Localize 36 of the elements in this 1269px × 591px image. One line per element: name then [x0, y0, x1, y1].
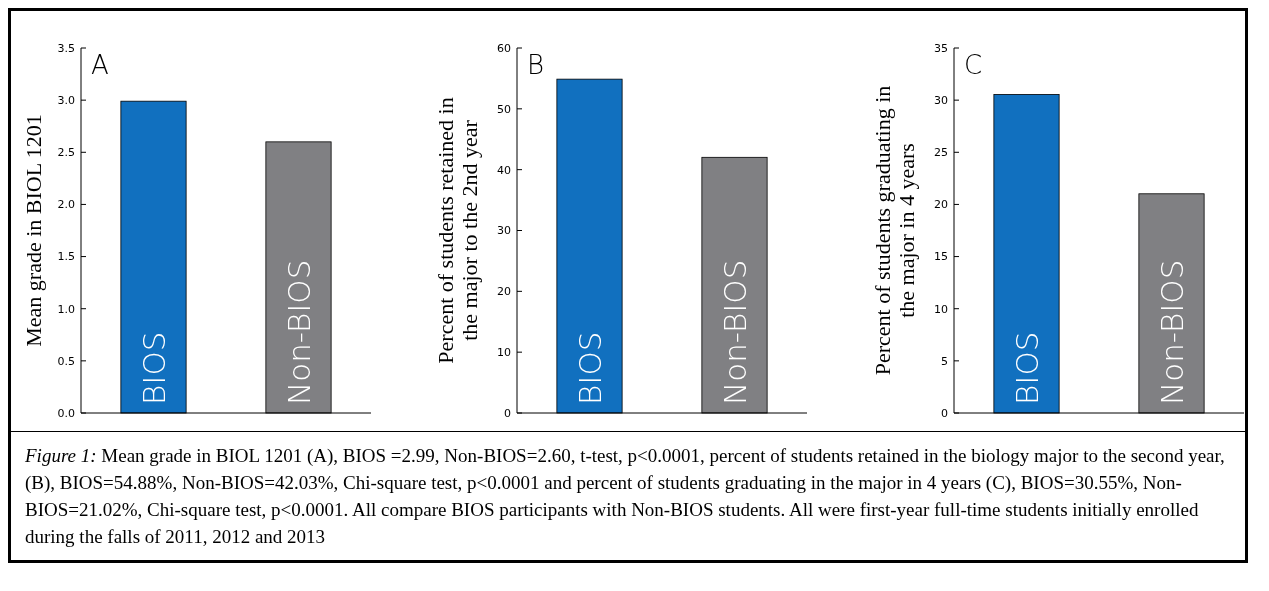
chart-title: B: [527, 50, 545, 80]
x-tick-label: BIOS: [571, 331, 608, 405]
y-tick-label: 1.5: [57, 250, 75, 264]
x-tick-label: BIOS: [135, 331, 172, 405]
x-tick-label: Non-BIOS: [716, 259, 753, 405]
y-tick-label: 0.5: [57, 354, 75, 368]
y-tick-label: 35: [934, 41, 948, 55]
y-tick-label: 0: [504, 406, 511, 420]
caption: Figure 1: Mean grade in BIOL 1201 (A), BIOS =2.99, Non-BIOS=2.60, t-test, p<0.0001, percent of students retained in the biology major to the second year, (B), BIOS=54.88%, Non-BIOS=42.03%, Chi-square test, p<0.0001 and percent of students graduating in the major in 4 years (C), BIOS=30.55%, Non-BIOS=21.02%, Chi-square test, p<0.0001. All compare BIOS participants with Non-BIOS students. All were first-year full-time students initially enrolled during the falls of 2011, 2012 and 2013: [25, 444, 1226, 549]
x-tick-label: Non-BIOS: [1153, 259, 1190, 405]
chart-title: A: [91, 50, 109, 80]
y-tick-label: 30: [934, 93, 948, 107]
y-tick-label: 20: [497, 285, 511, 299]
y-tick-label: 3.5: [57, 41, 75, 55]
y-tick-label: 40: [497, 163, 511, 177]
y-tick-label: 60: [497, 41, 511, 55]
y-tick-label: 5: [941, 354, 948, 368]
y-axis-title: Percent of students retained in the major to the 2nd year: [433, 97, 482, 364]
y-tick-label: 10: [934, 302, 948, 316]
y-tick-label: 0: [941, 406, 948, 420]
y-axis-title: Percent of students graduating in the major in 4 years: [870, 85, 919, 376]
y-tick-label: 1.0: [57, 302, 75, 316]
y-tick-label: 0.0: [57, 406, 75, 420]
y-tick-label: 30: [497, 224, 511, 238]
y-tick-label: 3.0: [57, 93, 75, 107]
y-tick-label: 15: [934, 250, 948, 264]
x-tick-label: Non-BIOS: [280, 259, 317, 405]
y-tick-label: 10: [497, 346, 511, 360]
y-tick-label: 2.5: [57, 146, 75, 160]
y-axis-title: Mean grade in BIOL 1201: [21, 114, 46, 347]
y-tick-label: 2.0: [57, 198, 75, 212]
x-tick-label: BIOS: [1008, 331, 1045, 405]
y-tick-label: 50: [497, 102, 511, 116]
y-tick-label: 20: [934, 198, 948, 212]
chart-title: C: [964, 50, 983, 80]
y-tick-label: 25: [934, 146, 948, 160]
